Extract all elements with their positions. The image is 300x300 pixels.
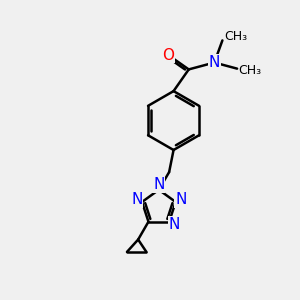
Text: O: O [162,47,174,62]
Text: CH₃: CH₃ [238,64,262,76]
Text: N: N [153,177,164,192]
Text: N: N [209,55,220,70]
Text: CH₃: CH₃ [224,30,247,44]
Text: N: N [175,192,187,207]
Text: N: N [169,217,180,232]
Text: N: N [131,192,142,207]
